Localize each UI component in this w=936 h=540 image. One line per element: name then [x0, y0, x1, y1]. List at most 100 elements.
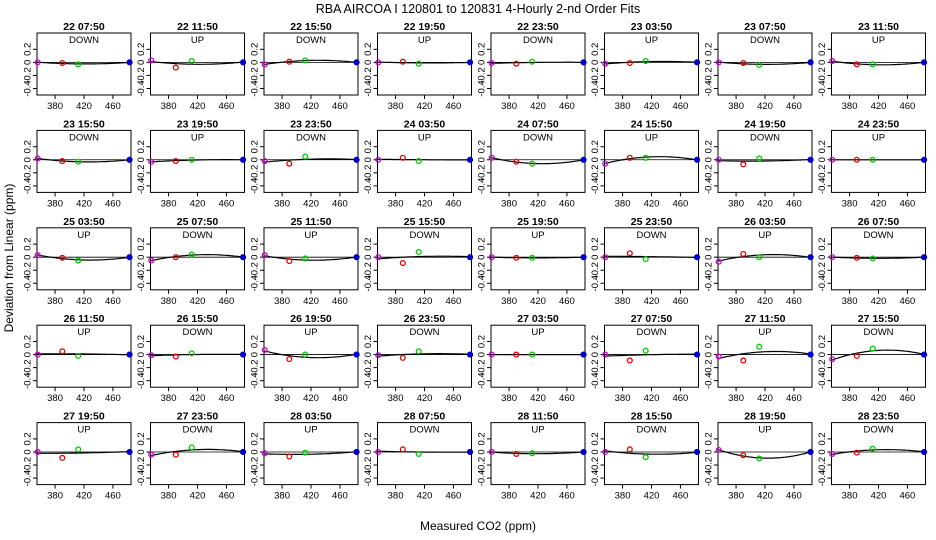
fit-curve	[264, 451, 358, 455]
x-axis: 380 420 460	[388, 387, 461, 404]
x-axis: 380 420 460	[615, 484, 688, 502]
panel: 23 15:50 DOWN -0.4-0.2 0 0.2 380 420 460	[22, 118, 133, 209]
y-tick-label: -0.4	[22, 470, 33, 486]
x-tick-label: 380	[842, 198, 858, 209]
y-tick-label: -0.4	[136, 372, 147, 388]
panel-direction: UP	[191, 132, 204, 143]
x-tick-label: 460	[445, 101, 461, 112]
y-axis: -0.4-0.2 0 0.2	[703, 140, 718, 194]
panel-direction: UP	[418, 35, 431, 46]
x-tick-label: 420	[530, 491, 546, 502]
y-tick-label: -0.2	[817, 67, 828, 83]
y-tick-label: 0.2	[136, 432, 147, 445]
point-green	[642, 256, 649, 263]
point-green	[756, 455, 763, 462]
x-tick-label: 420	[76, 198, 92, 209]
point-purple	[715, 59, 722, 66]
fit-curve	[37, 451, 131, 454]
fit-curve	[491, 61, 585, 64]
y-tick-label: -0.4	[363, 470, 374, 486]
fit-curve	[378, 353, 471, 357]
point-green	[529, 58, 536, 65]
y-tick-label: 0	[817, 449, 828, 454]
point-blue	[807, 59, 814, 66]
y-tick-label: 0	[363, 352, 374, 357]
point-blue	[693, 448, 701, 456]
fit-curve	[718, 449, 812, 459]
panel: 22 15:50 DOWN -0.4-0.2 0 0.2 380 420 460	[249, 21, 360, 112]
y-axis: -0.4-0.2 0 0.2	[476, 335, 491, 389]
y-axis: -0.4-0.2 0 0.2	[22, 140, 37, 194]
y-axis: -0.4-0.2 0 0.2	[476, 432, 491, 486]
point-blue	[920, 448, 928, 456]
x-tick-label: 460	[218, 101, 234, 112]
y-axis: -0.4-0.2 0 0.2	[22, 335, 37, 389]
fit-curve	[151, 448, 244, 457]
y-tick-label: -0.2	[476, 67, 487, 83]
panel-label: 23 11:50	[858, 21, 899, 33]
panel-label: 24 19:50	[744, 118, 786, 130]
panel-label: 23 15:50	[63, 118, 105, 130]
point-red	[399, 446, 406, 453]
y-tick-label: -0.4	[476, 178, 487, 194]
panel-label: 27 23:50	[177, 411, 219, 423]
y-tick-label: -0.2	[249, 262, 260, 278]
y-axis: -0.4-0.2 0 0.2	[136, 335, 151, 389]
point-purple	[34, 252, 41, 259]
fit-curve	[605, 156, 698, 164]
x-tick-label: 380	[728, 296, 744, 307]
x-tick-label: 380	[615, 198, 631, 209]
point-blue	[126, 254, 133, 261]
x-tick-label: 460	[332, 296, 348, 307]
point-purple	[261, 61, 268, 68]
panel: 25 15:50 DOWN -0.4-0.2 0 0.2 380 420 460	[363, 216, 474, 307]
y-axis: -0.4-0.2 0 0.2	[249, 432, 264, 486]
point-blue	[466, 156, 474, 163]
x-tick-label: 420	[757, 198, 773, 209]
y-tick-label: -0.4	[590, 80, 601, 96]
panel-label: 28 19:50	[744, 411, 786, 423]
y-tick-label: -0.2	[22, 457, 33, 473]
point-green	[415, 60, 422, 67]
panel-label: 27 15:50	[858, 313, 900, 325]
y-tick-label: 0.2	[476, 238, 487, 251]
panel-label: 26 19:50	[290, 313, 332, 325]
y-tick-label: 0.2	[22, 43, 33, 56]
point-green	[529, 450, 536, 457]
point-purple	[715, 353, 722, 360]
x-axis: 380 420 460	[842, 289, 915, 307]
point-blue	[807, 351, 814, 358]
panel-direction: DOWN	[69, 132, 99, 143]
point-blue	[126, 59, 133, 66]
x-tick-label: 420	[303, 393, 319, 404]
panel-label: 22 19:50	[404, 21, 446, 33]
panel-direction: UP	[77, 327, 90, 338]
panel-label: 27 19:50	[63, 411, 105, 423]
y-tick-label: -0.2	[136, 457, 147, 473]
y-tick-label: -0.2	[363, 457, 374, 473]
point-blue	[126, 156, 133, 163]
x-tick-label: 420	[757, 296, 773, 307]
y-axis: -0.4-0.2 0 0.2	[249, 140, 264, 194]
x-tick-label: 420	[871, 101, 887, 112]
x-tick-label: 420	[190, 198, 206, 209]
x-axis: 380 420 460	[728, 192, 802, 209]
panel: 24 15:50 UP -0.4-0.2 0 0.2 380 420 460	[590, 118, 701, 209]
y-tick-label: 0	[817, 352, 828, 357]
x-tick-label: 380	[47, 491, 63, 502]
y-tick-label: 0.2	[817, 140, 828, 153]
y-axis: -0.4-0.2 0 0.2	[590, 432, 605, 486]
point-red	[853, 61, 860, 68]
x-tick-label: 460	[445, 491, 461, 502]
y-axis: -0.4-0.2 0 0.2	[363, 335, 378, 389]
x-tick-label: 380	[501, 198, 517, 209]
fit-curve	[832, 60, 925, 66]
point-purple	[375, 156, 382, 163]
x-tick-label: 420	[644, 491, 660, 502]
x-axis: 380 420 460	[161, 484, 234, 502]
panel-label: 25 03:50	[63, 216, 105, 228]
y-axis: -0.4-0.2 0 0.2	[817, 432, 832, 486]
x-tick-label: 380	[501, 101, 517, 112]
point-blue	[920, 254, 928, 261]
